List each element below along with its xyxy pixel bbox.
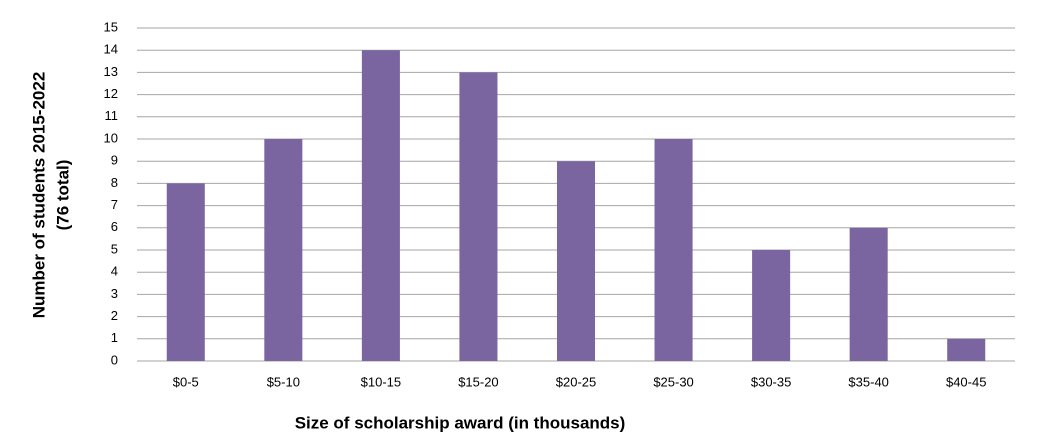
x-tick-label: $35-40 [848, 374, 888, 389]
bar [264, 139, 303, 361]
bar [556, 161, 596, 361]
bar [947, 338, 986, 361]
y-axis-title: (76 total) [53, 160, 72, 231]
bar [654, 139, 693, 361]
x-axis-title: Size of scholarship award (in thousands) [295, 413, 626, 432]
y-tick-label: 7 [111, 197, 118, 212]
y-tick-label: 5 [111, 241, 118, 256]
y-tick-label: 14 [104, 42, 118, 57]
bar [752, 250, 791, 361]
y-tick-label: 2 [111, 308, 118, 323]
y-tick-label: 10 [104, 130, 118, 145]
x-tick-label: $0-5 [173, 374, 199, 389]
y-tick-label: 4 [111, 264, 118, 279]
y-tick-label: 6 [111, 219, 118, 234]
y-tick-label: 1 [111, 330, 118, 345]
y-axis-title: Number of students 2015-2022 [29, 72, 48, 319]
bar [361, 50, 400, 361]
x-tick-label: $20-25 [556, 374, 596, 389]
y-tick-label: 13 [104, 64, 118, 79]
y-tick-label: 9 [111, 153, 118, 168]
x-tick-label: $30-35 [751, 374, 791, 389]
bar [849, 227, 888, 361]
y-tick-label: 15 [104, 19, 118, 34]
y-tick-label: 11 [105, 108, 119, 123]
y-tick-label: 8 [111, 175, 118, 190]
x-tick-label: $40-45 [946, 374, 986, 389]
bar [459, 72, 498, 362]
bar [166, 183, 205, 361]
y-tick-label: 12 [104, 86, 118, 101]
y-tick-label: 3 [111, 286, 118, 301]
x-tick-label: $25-30 [653, 374, 693, 389]
y-tick-label: 0 [111, 352, 118, 367]
x-tick-label: $5-10 [267, 374, 300, 389]
x-tick-label: $10-15 [361, 374, 401, 389]
x-tick-label: $15-20 [458, 374, 498, 389]
